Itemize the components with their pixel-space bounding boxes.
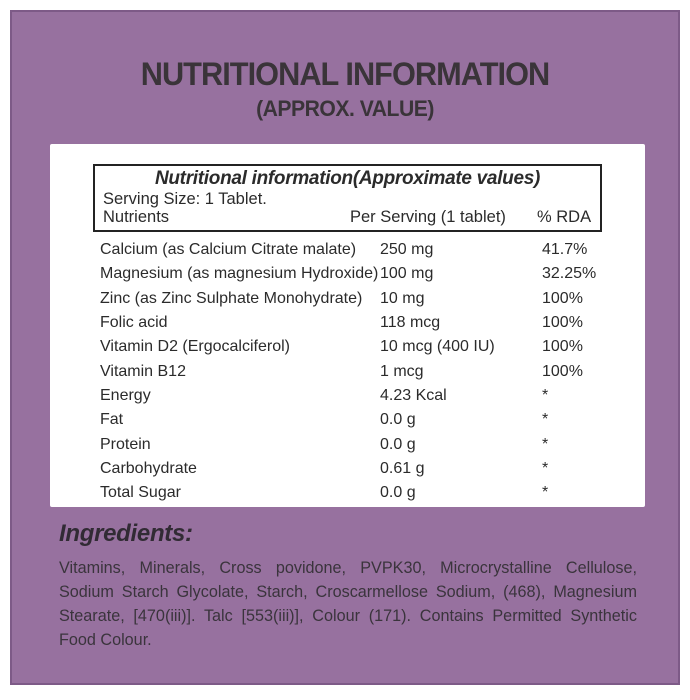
nutrient-name: Vitamin B12 <box>100 362 186 380</box>
nutrient-amount: 0.0 g <box>380 484 416 502</box>
nutrient-amount: 250 mg <box>380 241 434 259</box>
nutrient-name: Total Sugar <box>100 484 181 502</box>
nutrient-name: Energy <box>100 386 151 404</box>
ingredients-text: Vitamins, Minerals, Cross povidone, PVPK… <box>59 559 637 649</box>
nutrient-amount: 100 mg <box>380 265 434 283</box>
table-row: Calcium (as Calcium Citrate malate) 250 … <box>100 238 645 262</box>
nutrient-name: Calcium (as Calcium Citrate malate) <box>100 241 357 259</box>
nutrient-amount: 0.0 g <box>380 411 416 429</box>
table-row: Vitamin B12 1 mcg 100% <box>100 359 645 383</box>
nutrient-rda: * <box>542 435 549 453</box>
nutrient-amount: 10 mg <box>380 289 425 307</box>
table-row: Vitamin D2 (Ergocalciferol) 10 mcg (400 … <box>100 335 645 359</box>
table-header-box: Nutritional information(Approximate valu… <box>93 164 602 232</box>
nutrient-rda: * <box>542 386 549 404</box>
nutrient-rda: 32.25% <box>542 265 597 283</box>
column-header-per-serving: Per Serving (1 tablet) <box>350 208 506 226</box>
nutrient-rows: Calcium (as Calcium Citrate malate) 250 … <box>100 238 645 505</box>
nutrient-amount: 4.23 Kcal <box>380 386 447 404</box>
table-row: Protein 0.0 g * <box>100 432 645 456</box>
table-row: Folic acid 118 mcg 100% <box>100 311 645 335</box>
table-row: Carbohydrate 0.61 g * <box>100 457 645 481</box>
nutrient-amount: 0.0 g <box>380 435 416 453</box>
nutrient-rda: 41.7% <box>542 241 588 259</box>
table-row: Energy 4.23 Kcal * <box>100 384 645 408</box>
column-header-nutrients: Nutrients <box>103 208 170 226</box>
table-row: Fat 0.0 g * <box>100 408 645 432</box>
nutrient-name: Zinc (as Zinc Sulphate Monohydrate) <box>100 289 363 307</box>
nutrient-amount: 10 mcg (400 IU) <box>380 338 495 356</box>
nutrient-rda: 100% <box>542 338 583 356</box>
nutrient-rda: * <box>542 484 549 502</box>
main-subtitle: (APPROX. VALUE) <box>256 96 434 121</box>
serving-size: Serving Size: 1 Tablet. <box>103 190 267 208</box>
nutrient-rda: * <box>542 459 549 477</box>
nutrient-name: Vitamin D2 (Ergocalciferol) <box>100 338 290 356</box>
column-header-rda: % RDA <box>537 208 592 226</box>
nutrient-amount: 1 mcg <box>380 362 424 380</box>
nutrient-name: Magnesium (as magnesium Hydroxide) <box>100 265 379 283</box>
ingredients-section: Ingredients: Vitamins, Minerals, Cross p… <box>59 520 637 652</box>
nutrient-name: Folic acid <box>100 314 168 332</box>
table-row: Total Sugar 0.0 g * <box>100 481 645 505</box>
table-title: Nutritional information(Approximate valu… <box>154 168 541 189</box>
label-panel: NUTRITIONAL INFORMATION (APPROX. VALUE) … <box>10 10 680 685</box>
nutrient-rda: 100% <box>542 362 583 380</box>
main-title: NUTRITIONAL INFORMATION <box>140 56 550 92</box>
table-row: Magnesium (as magnesium Hydroxide) 100 m… <box>100 262 645 286</box>
nutrient-rda: * <box>542 411 549 429</box>
nutrient-name: Fat <box>100 411 124 429</box>
nutrition-card: Nutritional information(Approximate valu… <box>50 144 645 507</box>
nutrient-amount: 118 mcg <box>380 314 441 332</box>
ingredients-heading: Ingredients: <box>59 520 193 547</box>
column-headers: Nutrients Per Serving (1 tablet) % RDA <box>103 208 592 227</box>
table-row: Zinc (as Zinc Sulphate Monohydrate) 10 m… <box>100 287 645 311</box>
nutrient-amount: 0.61 g <box>380 459 425 477</box>
nutrient-name: Protein <box>100 435 151 453</box>
nutrient-rda: 100% <box>542 289 583 307</box>
nutrient-name: Carbohydrate <box>100 459 197 477</box>
nutrient-rda: 100% <box>542 314 583 332</box>
